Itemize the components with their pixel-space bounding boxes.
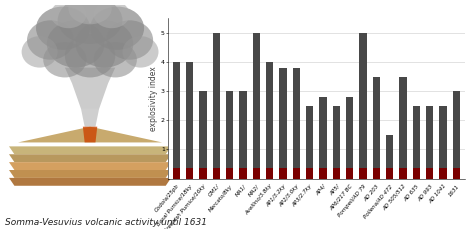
Ellipse shape [94, 42, 137, 77]
Bar [386, 135, 393, 168]
Bar [306, 168, 313, 179]
Ellipse shape [106, 20, 153, 60]
Ellipse shape [94, 1, 130, 28]
Bar [306, 106, 313, 168]
Bar [226, 91, 233, 168]
Bar [333, 168, 340, 179]
Bar [293, 168, 300, 179]
Polygon shape [65, 68, 115, 109]
Bar [453, 168, 460, 179]
Bar [426, 106, 434, 168]
Polygon shape [9, 178, 171, 186]
Bar [239, 91, 246, 168]
Bar [173, 168, 180, 179]
Polygon shape [9, 170, 171, 178]
Bar [279, 68, 287, 168]
Bar [413, 168, 420, 179]
Ellipse shape [27, 20, 74, 60]
Bar [346, 97, 354, 168]
Bar [319, 168, 327, 179]
Bar [266, 168, 273, 179]
Bar [319, 97, 327, 168]
Bar [266, 62, 273, 168]
Bar [439, 106, 447, 168]
Polygon shape [9, 154, 171, 162]
Bar [173, 62, 180, 168]
Ellipse shape [65, 34, 115, 77]
Bar [333, 106, 340, 168]
Bar [359, 33, 367, 168]
Bar [373, 168, 380, 179]
Bar [213, 168, 220, 179]
Polygon shape [83, 127, 97, 142]
Polygon shape [9, 162, 171, 170]
Ellipse shape [58, 0, 122, 44]
Ellipse shape [68, 0, 112, 24]
Y-axis label: explosivity index: explosivity index [149, 66, 158, 131]
Bar [253, 168, 260, 179]
Bar [279, 168, 287, 179]
Bar [386, 168, 393, 179]
Bar [186, 62, 193, 168]
Bar [199, 91, 207, 168]
Ellipse shape [122, 36, 158, 68]
Bar [373, 77, 380, 168]
Bar [453, 91, 460, 168]
Ellipse shape [43, 42, 86, 77]
Bar [213, 33, 220, 168]
Bar [239, 168, 246, 179]
Bar [186, 168, 193, 179]
Bar [439, 168, 447, 179]
Polygon shape [9, 146, 171, 154]
Bar [199, 168, 207, 179]
Bar [413, 106, 420, 168]
Bar [293, 68, 300, 168]
Bar [253, 33, 260, 168]
Ellipse shape [36, 7, 90, 50]
Bar [426, 168, 434, 179]
Text: Somma-Vesuvius volcanic activity until 1631: Somma-Vesuvius volcanic activity until 1… [5, 218, 207, 227]
Polygon shape [18, 127, 162, 142]
Bar [400, 168, 407, 179]
Ellipse shape [22, 36, 58, 68]
Bar [359, 168, 367, 179]
Polygon shape [81, 109, 99, 127]
Bar [346, 168, 354, 179]
Bar [400, 77, 407, 168]
Ellipse shape [76, 20, 133, 68]
Ellipse shape [50, 1, 86, 28]
Ellipse shape [47, 20, 104, 68]
Ellipse shape [90, 7, 144, 50]
Bar [226, 168, 233, 179]
